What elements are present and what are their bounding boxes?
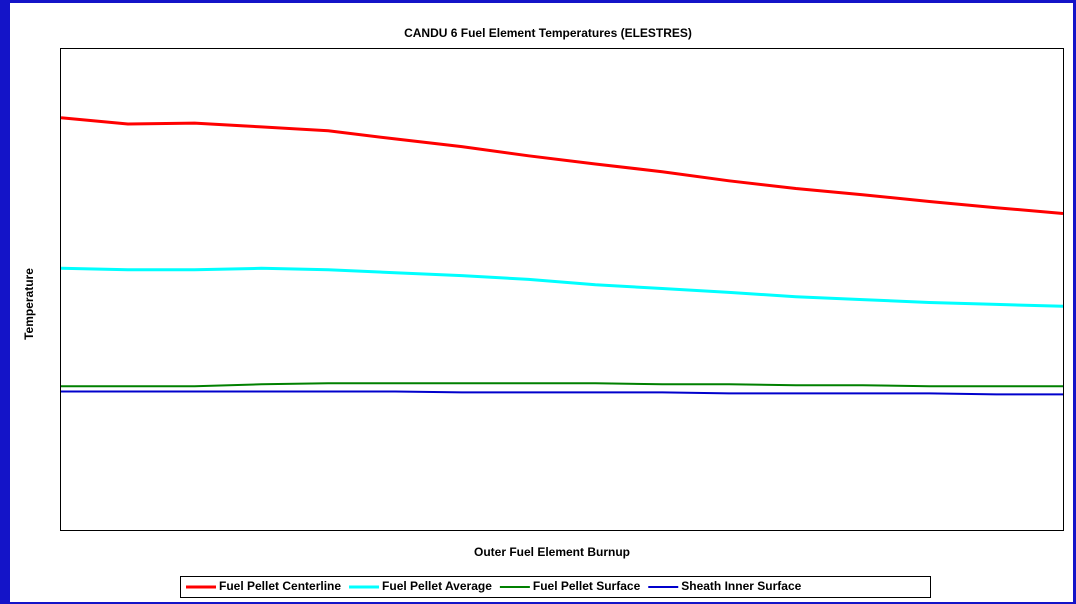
legend-label: Sheath Inner Surface: [681, 579, 801, 593]
x-axis-label: Outer Fuel Element Burnup: [474, 545, 630, 559]
legend-label: Fuel Pellet Surface: [533, 579, 641, 593]
y-axis-label: Temperature: [22, 268, 36, 340]
legend-label: Fuel Pellet Centerline: [219, 579, 341, 593]
series-line: [61, 382, 1063, 388]
legend-label: Fuel Pellet Average: [382, 579, 492, 593]
series-line: [61, 390, 1063, 396]
series-line: [60, 116, 1064, 215]
chart-title: CANDU 6 Fuel Element Temperatures (ELEST…: [404, 26, 692, 40]
series-line: [60, 266, 1064, 308]
plot-frame: [60, 48, 1064, 531]
legend: [180, 576, 931, 598]
